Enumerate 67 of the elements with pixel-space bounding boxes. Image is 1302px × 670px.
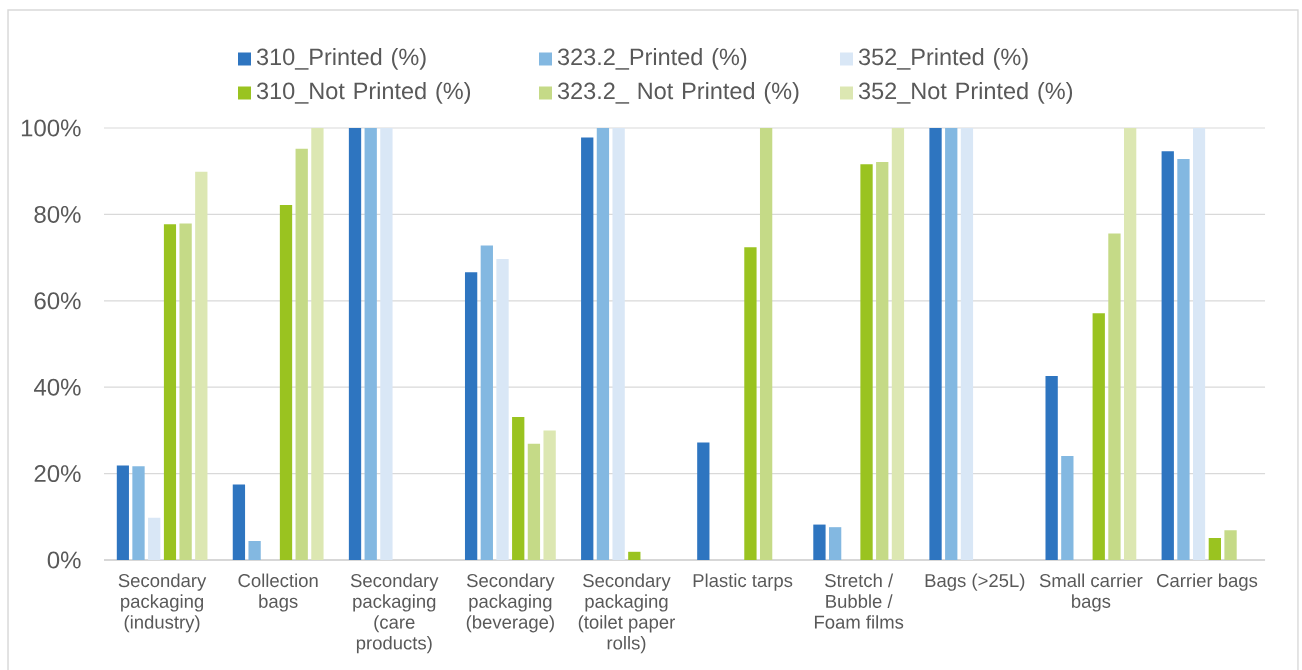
bar — [348, 128, 362, 560]
bar — [759, 128, 773, 560]
legend-label: 310_Not Printed (%) — [256, 81, 471, 104]
bar — [860, 164, 873, 560]
bar — [876, 162, 889, 560]
legend-label: 310_Printed (%) — [256, 47, 426, 70]
legend-label: 323.2_ Not Printed (%) — [557, 81, 799, 104]
bar — [697, 442, 710, 560]
x-tick-label: Carrier bags — [1157, 573, 1258, 591]
x-tick-label: Secondary packaging (care products) — [350, 573, 439, 654]
bar — [311, 128, 324, 560]
bar — [380, 128, 393, 560]
x-tick-label: Stretch / Bubble / Foam films — [814, 573, 904, 629]
legend-label: 323.2_Printed (%) — [557, 47, 747, 70]
bar — [279, 204, 293, 560]
x-tick-label: Secondary packaging (toilet paper rolls) — [578, 573, 675, 654]
bar — [1108, 233, 1121, 560]
x-tick-label: Small carrier bags — [1039, 573, 1143, 612]
y-tick-label: 0% — [47, 551, 81, 569]
legend-label: 352_Printed (%) — [858, 47, 1028, 70]
y-tick-label: 20% — [34, 465, 81, 483]
bar — [543, 430, 556, 560]
bar — [248, 540, 261, 560]
bar — [232, 484, 246, 560]
bar — [195, 171, 208, 560]
bar — [612, 128, 625, 560]
legend-label: 352_Not Printed (%) — [858, 81, 1073, 104]
bar — [496, 258, 509, 560]
x-tick-label: Plastic tarps — [693, 573, 793, 591]
bar — [1092, 313, 1105, 560]
bar — [596, 128, 610, 560]
bar — [132, 466, 145, 560]
bar — [1193, 128, 1206, 560]
bar — [1224, 530, 1237, 560]
bar — [163, 224, 177, 560]
bar — [891, 128, 905, 560]
bar — [945, 128, 958, 560]
bar — [828, 527, 842, 560]
bar — [929, 128, 942, 560]
y-tick-label: 60% — [34, 292, 81, 310]
bar — [628, 551, 641, 560]
bar — [464, 272, 478, 560]
bar — [1161, 151, 1174, 560]
bar — [179, 223, 192, 560]
bar — [295, 148, 308, 560]
bar — [960, 128, 974, 560]
bar — [364, 128, 377, 560]
bar — [744, 247, 757, 560]
x-tick-label: Collection bags — [238, 573, 318, 612]
bar — [1208, 537, 1221, 560]
bar — [512, 417, 525, 560]
x-tick-label: Bags (>25L) — [925, 573, 1025, 591]
bar — [1124, 128, 1137, 560]
bar — [116, 465, 129, 560]
y-tick-label: 100% — [21, 119, 81, 137]
bar — [480, 245, 493, 560]
x-tick-label: Secondary packaging (industry) — [118, 573, 207, 633]
y-tick-label: 40% — [33, 378, 81, 396]
x-tick-label: Secondary packaging (beverage) — [466, 573, 555, 633]
bar — [581, 137, 594, 560]
y-tick-label: 80% — [34, 205, 81, 223]
bar — [1177, 159, 1190, 560]
bar — [1061, 455, 1074, 560]
bar — [148, 517, 161, 560]
bar — [813, 524, 826, 560]
bar — [527, 443, 541, 560]
bar — [1045, 375, 1058, 560]
